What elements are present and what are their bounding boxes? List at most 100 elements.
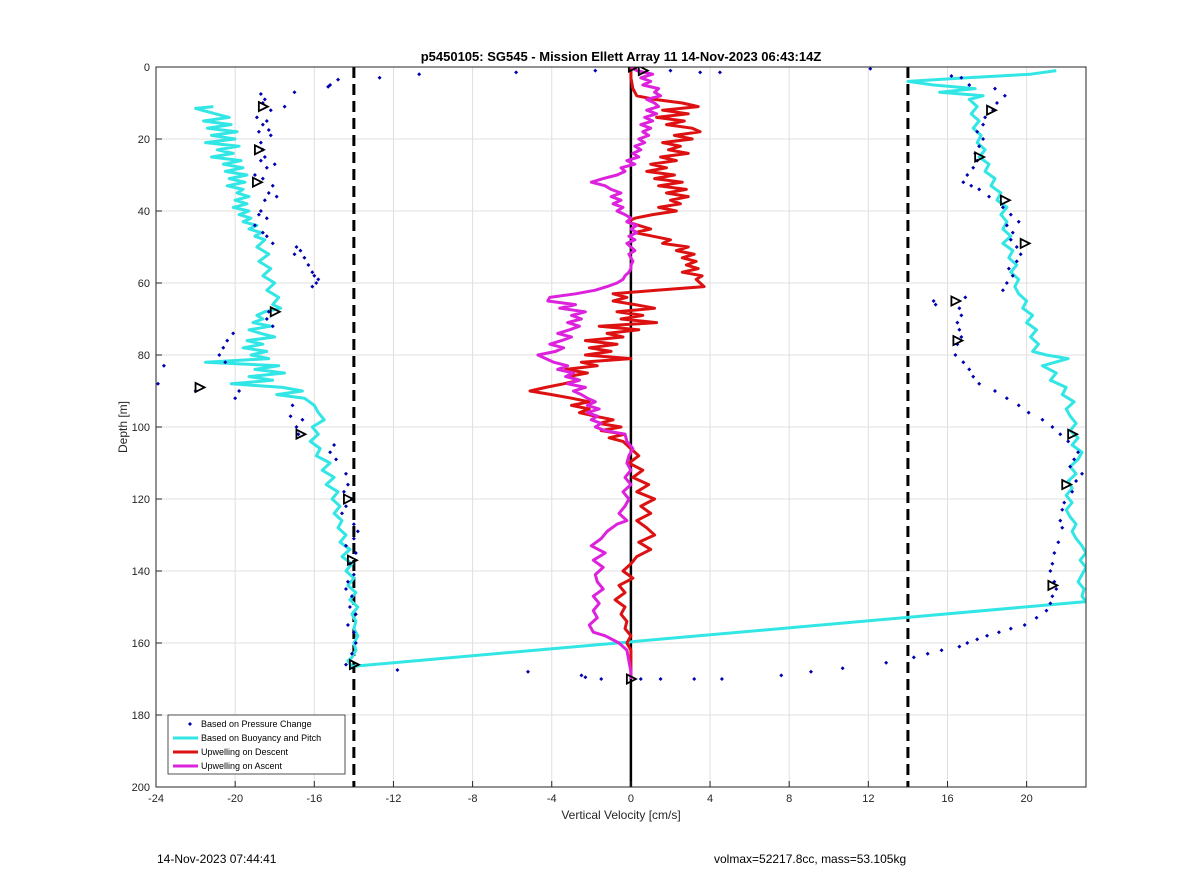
pressure-change-point	[959, 335, 964, 339]
pressure-change-point	[252, 173, 257, 177]
pressure-change-point	[294, 245, 299, 249]
pressure-change-point	[264, 165, 269, 170]
pressure-change-point	[260, 176, 265, 181]
pressure-change-point	[328, 450, 333, 455]
pressure-change-point	[270, 241, 275, 246]
pressure-change-point	[959, 313, 964, 318]
pressure-change-point	[264, 317, 269, 321]
pressure-change-point	[1040, 417, 1045, 422]
pressure-change-point	[1072, 457, 1077, 462]
pressure-change-point	[1014, 245, 1019, 249]
triangle-marker	[253, 143, 266, 156]
pressure-change-point	[343, 543, 348, 548]
pressure-change-point	[258, 92, 263, 96]
pressure-change-point	[1022, 623, 1027, 627]
triangle-marker	[1019, 237, 1032, 250]
pressure-change-point	[996, 630, 1001, 635]
pressure-change-point	[1068, 464, 1073, 469]
footer-stats: volmax=52217.8cc, mass=53.105kg	[714, 852, 907, 866]
pressure-change-point	[306, 263, 311, 267]
pressure-change-point	[975, 129, 980, 134]
pressure-change-point	[1002, 93, 1007, 98]
pressure-change-point	[268, 133, 273, 138]
pressure-change-point	[296, 432, 301, 437]
pressure-change-point	[599, 677, 604, 681]
pressure-change-point	[1054, 587, 1059, 591]
pressure-change-point	[1050, 594, 1055, 599]
triangle-marker	[348, 658, 361, 671]
pressure-change-point	[967, 367, 972, 372]
pressure-change-point	[223, 360, 228, 365]
triangle-marker	[950, 295, 963, 307]
pressure-change-point	[345, 579, 350, 584]
triangle-marker	[1067, 428, 1080, 441]
pressure-change-point	[1010, 273, 1015, 278]
pressure-change-point	[1058, 432, 1063, 437]
pressure-change-point	[258, 140, 263, 145]
pressure-change-point	[977, 144, 982, 149]
pressure-change-point	[583, 675, 588, 680]
legend-label: Upwelling on Descent	[201, 747, 289, 757]
pressure-change-point	[1034, 615, 1039, 620]
pressure-change-point	[340, 511, 344, 516]
pressure-change-point	[302, 255, 307, 260]
pressure-change-point	[156, 381, 160, 386]
pressure-change-point	[268, 108, 273, 113]
axis-ticks: -24 -20 -16 -12 -8 -4 0 4 8 12 16 20020406080100120…	[132, 62, 1033, 805]
pressure-change-point	[1004, 281, 1009, 285]
y-tick-label: 100	[132, 422, 150, 434]
pressure-change-point	[957, 306, 962, 311]
pressure-change-point	[1016, 219, 1021, 224]
legend-label: Based on Pressure Change	[201, 719, 312, 729]
pressure-change-point	[992, 86, 997, 91]
pressure-change-point	[351, 522, 356, 527]
triangle-marker	[1047, 579, 1060, 592]
pressure-change-point	[326, 84, 331, 89]
pressure-change-point	[270, 324, 275, 329]
pressure-change-point	[969, 183, 974, 188]
pressure-change-point	[343, 504, 348, 509]
pressure-change-point	[959, 75, 964, 80]
footer-timestamp: 14-Nov-2023 07:44:41	[157, 852, 277, 866]
pressure-change-point	[351, 536, 356, 541]
triangle-marker	[974, 151, 987, 163]
pressure-change-point	[717, 70, 722, 75]
pressure-change-point	[298, 248, 303, 253]
triangle-marker	[952, 334, 965, 347]
pressure-change-point	[967, 83, 972, 87]
pressure-change-point	[1070, 489, 1075, 494]
pressure-change-point	[1062, 500, 1067, 505]
pressure-change-point	[377, 75, 382, 80]
pressure-change-point	[931, 299, 936, 303]
pressure-change-point	[977, 187, 982, 192]
y-tick-label: 200	[132, 782, 150, 794]
y-tick-label: 80	[138, 350, 150, 362]
pressure-change-point	[282, 104, 287, 109]
pressure-change-point	[987, 194, 992, 199]
pressure-change-point	[719, 677, 724, 681]
x-tick-label: 0	[628, 793, 634, 805]
pressure-change-point	[355, 529, 360, 534]
pressure-change-point	[698, 70, 703, 75]
pressure-change-point	[312, 273, 317, 278]
pressure-change-point	[692, 677, 697, 681]
pressure-change-point	[316, 277, 321, 282]
pressure-change-point	[332, 443, 337, 447]
pressure-change-point	[345, 623, 350, 627]
x-tick-label: 4	[707, 793, 713, 805]
pressure-change-point	[349, 594, 354, 599]
triangle-marker	[986, 104, 999, 117]
pressure-change-point	[1014, 259, 1019, 264]
triangle-marker	[194, 381, 207, 394]
pressure-change-point	[262, 97, 267, 102]
pressure-change-point	[290, 403, 295, 408]
x-tick-label: -4	[547, 793, 557, 805]
triangle-marker	[1061, 478, 1074, 491]
pressure-change-point	[270, 183, 275, 188]
pressure-change-point	[256, 129, 261, 134]
pressure-change-point	[161, 363, 166, 368]
pressure-change-point	[288, 414, 293, 419]
pressure-change-point	[256, 212, 261, 217]
pressure-change-point	[1008, 626, 1013, 631]
